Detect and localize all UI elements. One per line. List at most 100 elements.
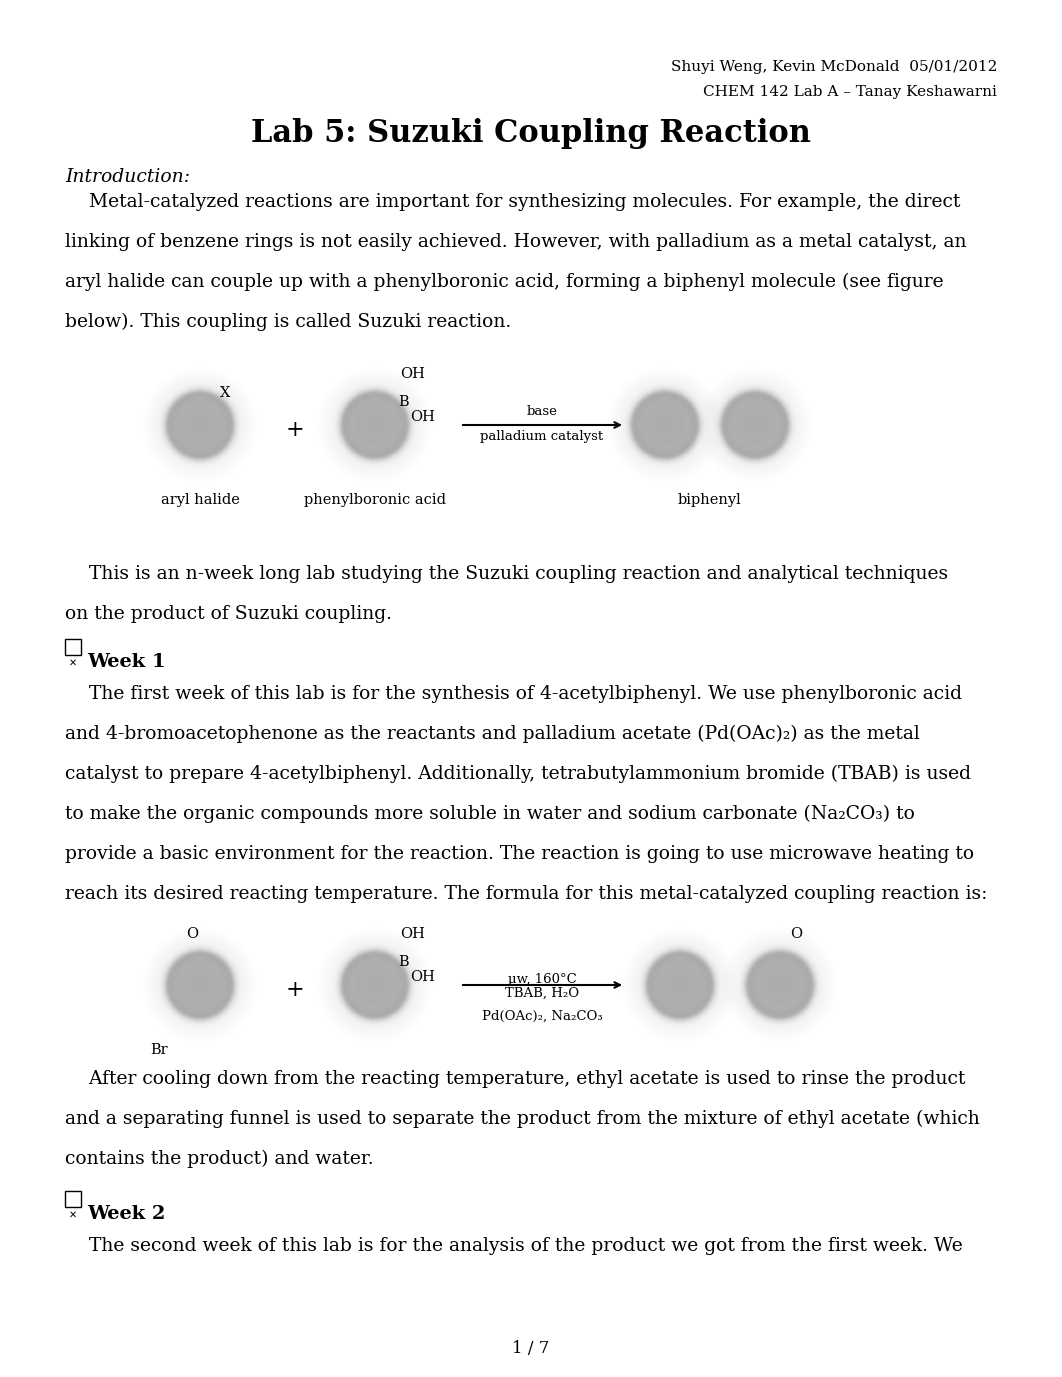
Circle shape	[161, 387, 238, 463]
Circle shape	[718, 388, 792, 463]
Circle shape	[636, 397, 693, 453]
Circle shape	[629, 388, 701, 461]
Circle shape	[645, 950, 716, 1020]
Circle shape	[340, 950, 411, 1020]
Text: TBAB, H₂O: TBAB, H₂O	[504, 987, 579, 1000]
Circle shape	[747, 952, 813, 1019]
Circle shape	[744, 950, 816, 1020]
Circle shape	[715, 386, 794, 465]
Text: OH: OH	[400, 368, 425, 381]
Text: to make the organic compounds more soluble in water and sodium carbonate (Na₂CO₃: to make the organic compounds more solub…	[65, 806, 914, 823]
Text: B: B	[398, 956, 409, 969]
Circle shape	[741, 946, 819, 1024]
Text: and a separating funnel is used to separate the product from the mixture of ethy: and a separating funnel is used to separ…	[65, 1110, 980, 1128]
Circle shape	[338, 947, 412, 1022]
Circle shape	[340, 390, 411, 460]
Circle shape	[635, 395, 695, 454]
Circle shape	[339, 388, 411, 461]
Circle shape	[644, 949, 717, 1022]
Text: The first week of this lab is for the synthesis of 4-acetylbiphenyl. We use phen: The first week of this lab is for the sy…	[65, 684, 962, 704]
Circle shape	[747, 952, 812, 1018]
Circle shape	[340, 390, 410, 460]
Text: μw, 160°C: μw, 160°C	[508, 974, 577, 986]
Circle shape	[171, 957, 228, 1013]
Circle shape	[631, 390, 700, 460]
Circle shape	[649, 954, 712, 1016]
Circle shape	[720, 390, 790, 460]
Circle shape	[337, 387, 413, 463]
Circle shape	[724, 395, 785, 456]
Text: B: B	[398, 395, 409, 409]
Text: Introduction:: Introduction:	[65, 168, 190, 186]
Circle shape	[626, 386, 704, 464]
Circle shape	[750, 954, 810, 1015]
Circle shape	[168, 953, 233, 1018]
Circle shape	[652, 957, 707, 1012]
Text: linking of benzene rings is not easily achieved. However, with palladium as a me: linking of benzene rings is not easily a…	[65, 233, 966, 251]
Circle shape	[161, 386, 239, 464]
Circle shape	[748, 953, 812, 1018]
Text: reach its desired reacting temperature. The formula for this metal-catalyzed cou: reach its desired reacting temperature. …	[65, 885, 988, 903]
Text: provide a basic environment for the reaction. The reaction is going to use micro: provide a basic environment for the reac…	[65, 845, 974, 863]
Circle shape	[338, 388, 412, 463]
Circle shape	[341, 952, 409, 1019]
Circle shape	[742, 947, 818, 1022]
Circle shape	[344, 394, 406, 456]
Circle shape	[632, 392, 698, 459]
Text: Week 1: Week 1	[87, 653, 166, 671]
Text: X: X	[220, 386, 230, 399]
Text: +: +	[286, 419, 305, 441]
Circle shape	[166, 952, 234, 1019]
Circle shape	[167, 392, 233, 459]
Circle shape	[172, 398, 227, 453]
Circle shape	[743, 949, 817, 1022]
Circle shape	[749, 954, 811, 1016]
Circle shape	[641, 947, 718, 1023]
Text: The second week of this lab is for the analysis of the product we got from the f: The second week of this lab is for the a…	[65, 1237, 963, 1254]
Circle shape	[342, 392, 408, 459]
Circle shape	[634, 394, 697, 456]
Circle shape	[166, 390, 235, 460]
Text: O: O	[186, 927, 198, 940]
Circle shape	[172, 957, 227, 1012]
Circle shape	[345, 956, 405, 1015]
Circle shape	[164, 388, 237, 461]
Circle shape	[640, 945, 720, 1024]
Circle shape	[169, 954, 232, 1016]
Circle shape	[161, 946, 239, 1024]
Circle shape	[169, 394, 232, 456]
Text: contains the product) and water.: contains the product) and water.	[65, 1150, 374, 1168]
Circle shape	[160, 945, 240, 1024]
Circle shape	[162, 947, 237, 1022]
Circle shape	[752, 957, 808, 1013]
Text: aryl halide: aryl halide	[160, 493, 239, 507]
Circle shape	[626, 386, 705, 465]
Circle shape	[633, 392, 697, 457]
Circle shape	[344, 954, 406, 1016]
Circle shape	[166, 391, 234, 459]
Text: catalyst to prepare 4-acetylbiphenyl. Additionally, tetrabutylammonium bromide (: catalyst to prepare 4-acetylbiphenyl. Ad…	[65, 766, 971, 784]
Text: OH: OH	[410, 969, 434, 985]
Circle shape	[171, 397, 228, 453]
Circle shape	[651, 956, 709, 1015]
Text: 1 / 7: 1 / 7	[512, 1340, 550, 1356]
Circle shape	[171, 395, 229, 454]
Circle shape	[161, 947, 238, 1023]
Circle shape	[746, 950, 815, 1019]
Text: ✕: ✕	[69, 1210, 78, 1220]
Circle shape	[628, 388, 702, 463]
Circle shape	[336, 386, 415, 465]
Circle shape	[166, 950, 235, 1019]
Circle shape	[165, 390, 236, 460]
Text: aryl halide can couple up with a phenylboronic acid, forming a biphenyl molecule: aryl halide can couple up with a phenylb…	[65, 273, 944, 292]
Circle shape	[641, 946, 719, 1024]
Circle shape	[164, 949, 237, 1022]
Circle shape	[726, 397, 784, 453]
Circle shape	[345, 954, 406, 1015]
Circle shape	[343, 392, 407, 457]
Circle shape	[347, 398, 402, 453]
Text: below). This coupling is called Suzuki reaction.: below). This coupling is called Suzuki r…	[65, 313, 511, 332]
Circle shape	[630, 390, 701, 460]
Circle shape	[719, 390, 790, 460]
Text: phenylboronic acid: phenylboronic acid	[304, 493, 446, 507]
